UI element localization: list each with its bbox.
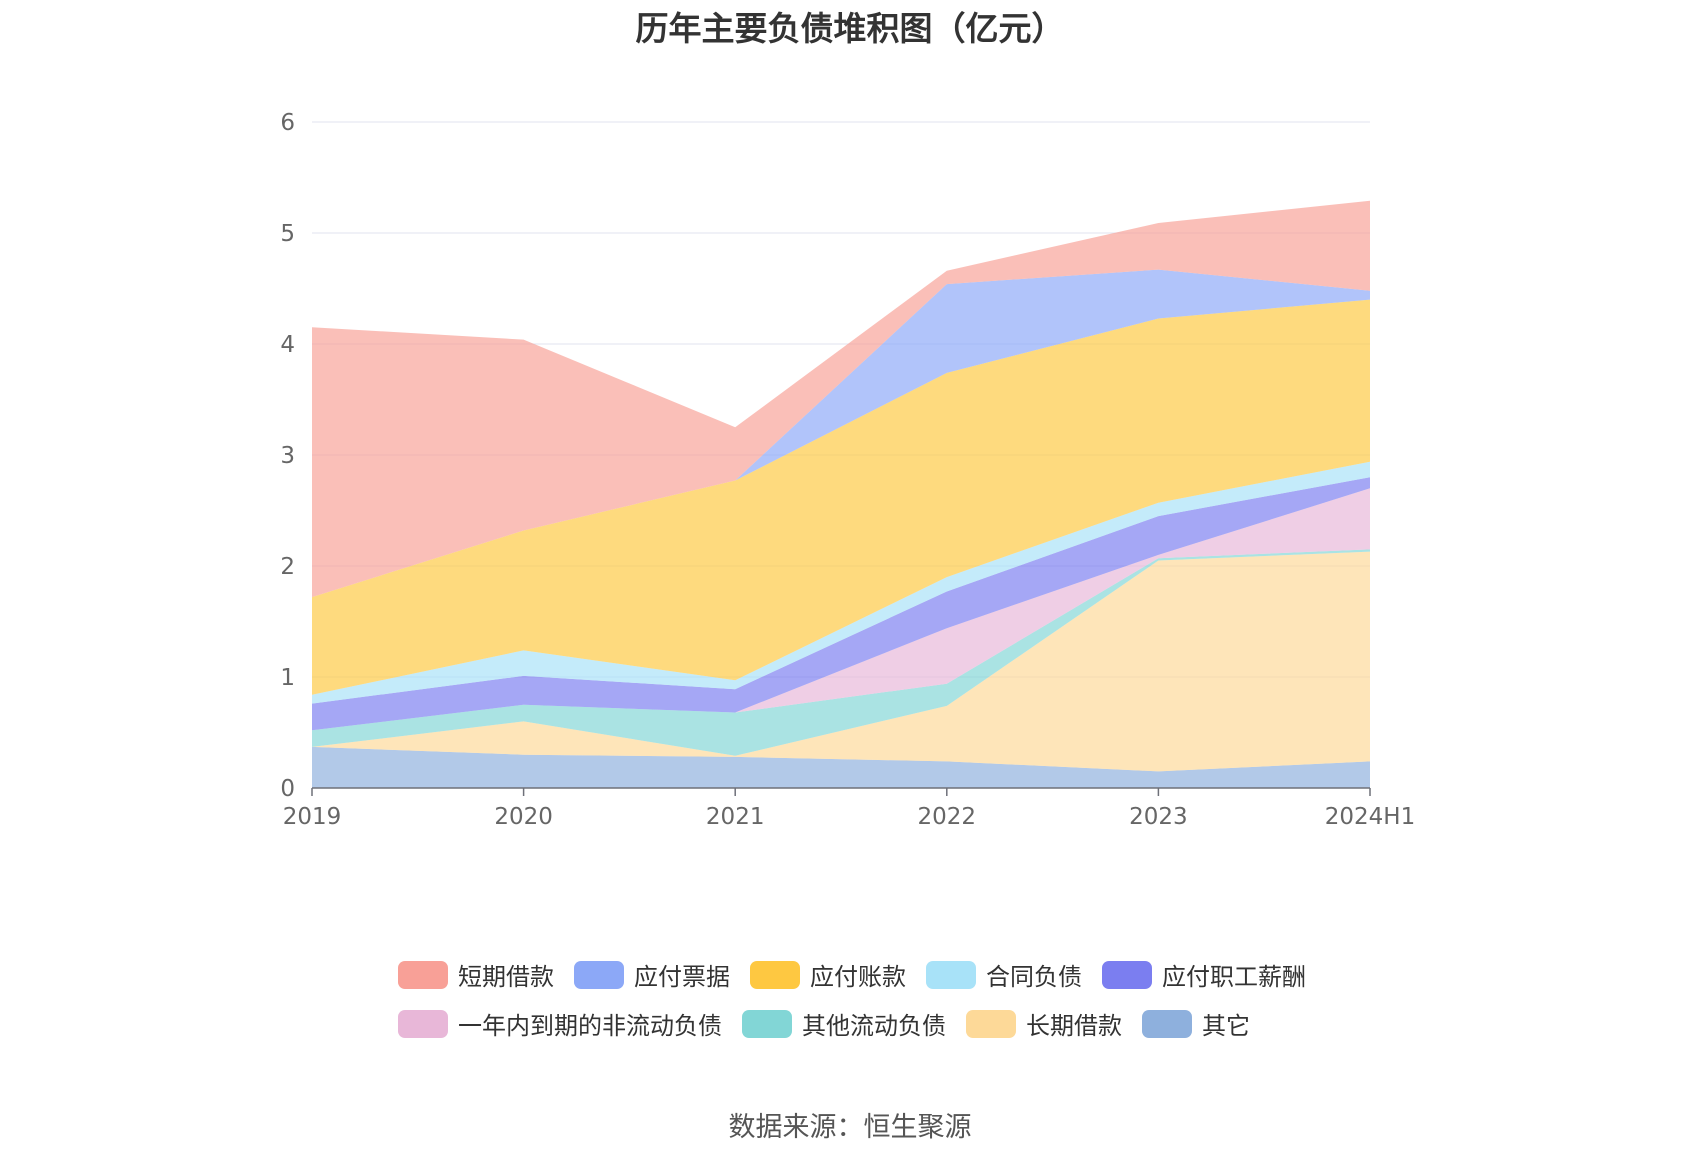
y-tick-label: 2 [280, 554, 295, 580]
legend-swatch [398, 1009, 448, 1038]
legend-item[interactable]: 短期借款 [398, 957, 554, 992]
legend-label: 其它 [1202, 1012, 1250, 1040]
legend-label: 长期借款 [1026, 1012, 1122, 1040]
legend-swatch [742, 1009, 792, 1038]
legend-swatch [1102, 960, 1152, 989]
area-series-应付账款 [312, 299, 1370, 695]
legend-item[interactable]: 长期借款 [966, 1006, 1122, 1041]
area-series-一年内到期的非流动负债 [312, 488, 1370, 731]
area-series-长期借款 [312, 551, 1370, 772]
area-series-其他流动负债 [312, 549, 1370, 756]
legend-swatch [926, 960, 976, 989]
legend-item[interactable]: 一年内到期的非流动负债 [398, 1006, 722, 1041]
legend-item[interactable]: 应付职工薪酬 [1102, 957, 1306, 992]
x-tick-label: 2021 [706, 804, 765, 830]
area-series-其它 [312, 746, 1370, 788]
x-tick-label: 2022 [918, 804, 977, 830]
x-tick-label: 2024H1 [1325, 804, 1415, 830]
legend-label: 短期借款 [458, 963, 554, 991]
y-tick-label: 1 [280, 665, 295, 691]
axes: 0 1 2 3 4 5 6 2019 2020 2021 2022 2023 2024H1 [280, 110, 1415, 830]
legend-label: 一年内到期的非流动负债 [458, 1012, 722, 1040]
legend-item[interactable]: 其他流动负债 [742, 1006, 946, 1041]
legend-label: 应付职工薪酬 [1162, 963, 1306, 991]
x-tick-label: 2020 [494, 804, 553, 830]
legend-swatch [398, 960, 448, 989]
legend-row: 一年内到期的非流动负债 其他流动负债 长期借款 其它 [398, 999, 1338, 1048]
data-source: 数据来源：恒生聚源 [728, 1112, 972, 1143]
y-tick-label: 0 [280, 776, 295, 802]
legend-swatch [966, 1009, 1016, 1038]
legend: 短期借款 应付票据 应付账款 合同负债 应付职工薪酬一年内到期的非流动负债 其他流动负债 长… [398, 950, 1338, 1048]
legend-item[interactable]: 应付票据 [574, 957, 730, 992]
legend-row: 短期借款 应付票据 应付账款 合同负债 应付职工薪酬 [398, 950, 1338, 999]
legend-label: 其他流动负债 [802, 1012, 946, 1040]
y-tick-label: 6 [280, 110, 295, 136]
y-tick-label: 5 [280, 221, 295, 247]
legend-swatch [750, 960, 800, 989]
area-series-合同负债 [312, 461, 1370, 704]
area-series-应付票据 [312, 269, 1370, 598]
x-tick-label: 2019 [283, 804, 342, 830]
legend-swatch [574, 960, 624, 989]
y-tick-label: 4 [280, 332, 295, 358]
legend-label: 应付账款 [810, 963, 906, 991]
legend-swatch [1142, 1009, 1192, 1038]
legend-item[interactable]: 其它 [1142, 1006, 1250, 1041]
area-series-短期借款 [312, 200, 1370, 598]
legend-label: 应付票据 [634, 963, 730, 991]
chart-title: 历年主要负债堆积图（亿元） [635, 9, 1065, 48]
legend-label: 合同负债 [986, 963, 1082, 991]
legend-item[interactable]: 应付账款 [750, 957, 906, 992]
area-series [312, 200, 1370, 788]
legend-item[interactable]: 合同负债 [926, 957, 1082, 992]
x-tick-label: 2023 [1129, 804, 1188, 830]
y-tick-label: 3 [280, 443, 295, 469]
area-series-应付职工薪酬 [312, 477, 1370, 731]
